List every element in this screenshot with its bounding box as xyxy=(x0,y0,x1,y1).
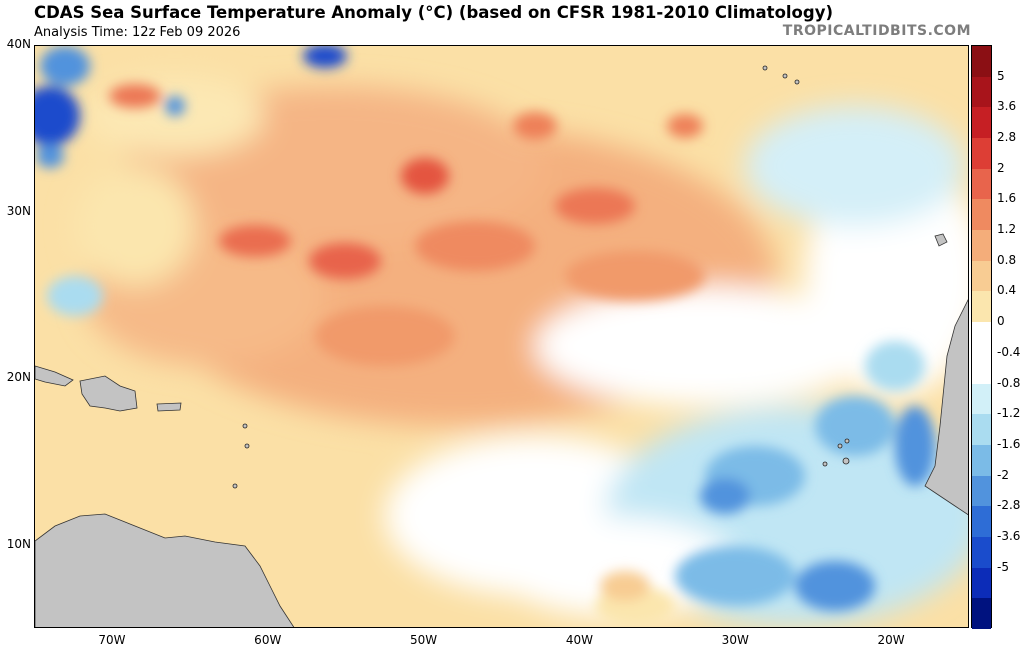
colorbar-segment xyxy=(972,598,991,630)
colorbar-label: 2 xyxy=(997,160,1005,175)
south-america-landmass xyxy=(35,513,295,627)
colorbar-label: -3.6 xyxy=(997,528,1021,543)
lat-label-30n: 30N xyxy=(6,203,31,218)
analysis-time: Analysis Time: 12z Feb 09 2026 xyxy=(34,25,241,40)
lat-label-10n: 10N xyxy=(6,536,31,551)
lon-label-50w: 50W xyxy=(410,633,438,647)
anomaly-colorbar xyxy=(971,45,992,630)
puerto-rico-landmass xyxy=(156,402,182,412)
small-islands xyxy=(232,65,850,489)
lat-label-20n: 20N xyxy=(6,370,31,385)
colorbar-label: 0.8 xyxy=(997,252,1017,267)
colorbar-segment xyxy=(972,536,991,569)
lon-label-20w: 20W xyxy=(877,633,905,647)
colorbar-label: 0.4 xyxy=(997,283,1017,298)
colorbar-segment xyxy=(972,444,991,477)
colorbar-label: -5 xyxy=(997,559,1009,574)
colorbar-segment xyxy=(972,322,991,354)
colorbar-segment xyxy=(972,46,991,78)
colorbar-segment xyxy=(972,475,991,507)
colorbar-label: 3.6 xyxy=(997,99,1017,114)
colorbar-label: 1.6 xyxy=(997,191,1017,206)
colorbar-label: -2.8 xyxy=(997,498,1021,513)
colorbar-label: -0.4 xyxy=(997,344,1021,359)
colorbar-segment xyxy=(972,76,991,108)
lon-label-70w: 70W xyxy=(98,633,126,647)
sst-anomaly-map xyxy=(34,45,969,628)
colorbar-segment xyxy=(972,567,991,599)
colorbar-segment xyxy=(972,414,991,446)
colorbar-segment xyxy=(972,352,991,384)
canary-islands-landmass xyxy=(934,233,948,247)
anomaly-field-broad xyxy=(75,76,968,626)
colorbar-label: -1.2 xyxy=(997,406,1021,421)
colorbar-label: 5 xyxy=(997,68,1005,83)
colorbar-segment xyxy=(972,291,991,323)
colorbar-segment xyxy=(972,506,991,538)
site-watermark: TROPICALTIDBITS.COM xyxy=(782,23,971,39)
lon-label-60w: 60W xyxy=(254,633,282,647)
lat-label-40n: 40N xyxy=(6,37,31,51)
colorbar-segment xyxy=(972,230,991,262)
colorbar-segment xyxy=(972,383,991,415)
colorbar-label: -2 xyxy=(997,467,1009,482)
lon-label-40w: 40W xyxy=(565,633,593,647)
colorbar-label: 2.8 xyxy=(997,130,1017,145)
colorbar-segment xyxy=(972,107,991,139)
colorbar-label: 1.2 xyxy=(997,222,1017,237)
lon-label-30w: 30W xyxy=(721,633,749,647)
west-africa-landmass xyxy=(924,299,968,516)
colorbar-segment xyxy=(972,260,991,292)
colorbar-label: 0 xyxy=(997,314,1005,329)
colorbar-segment xyxy=(972,199,991,231)
anomaly-field-detail xyxy=(35,46,935,626)
colorbar-segment xyxy=(972,138,991,170)
hispaniola-landmass xyxy=(79,375,138,412)
colorbar-label: -1.6 xyxy=(997,436,1021,451)
land-masses xyxy=(35,233,968,627)
colorbar-segment xyxy=(972,168,991,200)
colorbar-label: -0.8 xyxy=(997,375,1021,390)
cuba-landmass xyxy=(35,365,74,387)
map-title: CDAS Sea Surface Temperature Anomaly (°C… xyxy=(34,3,834,22)
